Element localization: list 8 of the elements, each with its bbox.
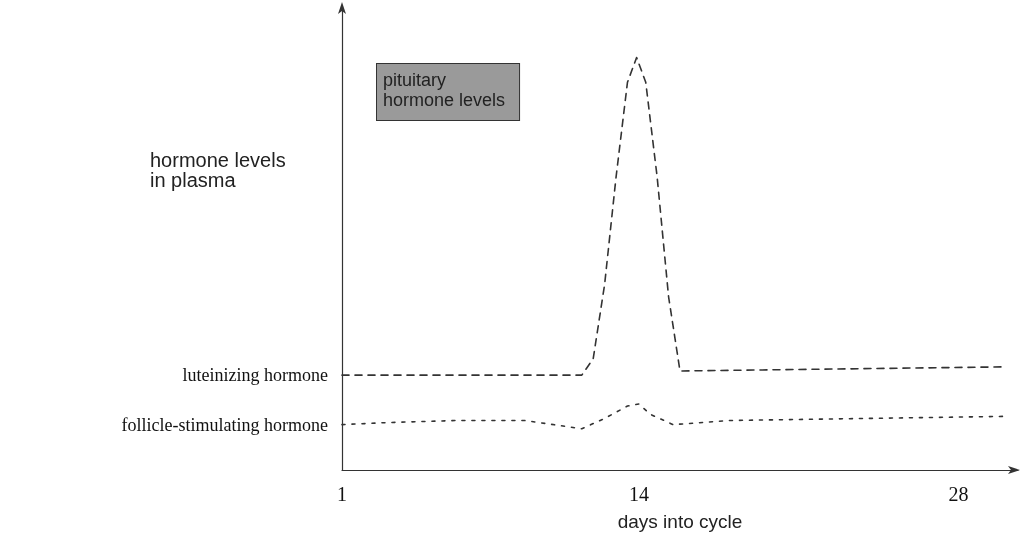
x-tick-label: 28 [948, 483, 969, 505]
x-axis-title: days into cycle [617, 511, 743, 532]
y-axis-title: hormone levels in plasma [150, 149, 286, 191]
series-label: luteinizing hormone [182, 365, 329, 386]
annotation: pituitary hormone levels [383, 70, 506, 110]
x-tick-label: 14 [628, 483, 649, 505]
x-tick-label: 1 [337, 483, 347, 505]
series-label: follicle-stimulating hormone [121, 414, 328, 435]
